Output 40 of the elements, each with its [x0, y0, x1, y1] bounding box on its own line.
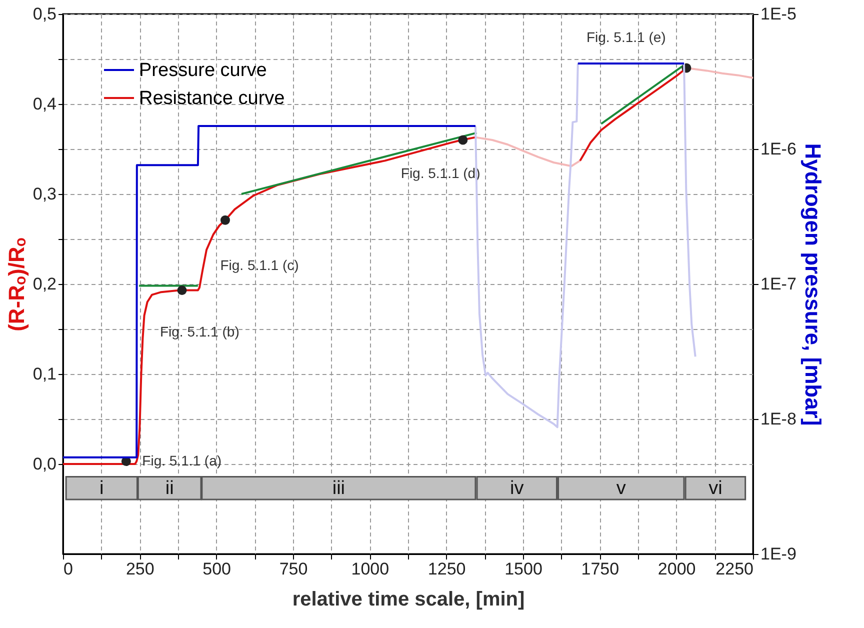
point: [458, 135, 468, 145]
annotation: Fig. 5.1.1 (c): [220, 257, 299, 274]
y-tick-label: 0,2: [32, 274, 56, 294]
band-label: i: [100, 478, 104, 500]
y2-tick-label: 1E-9: [760, 544, 796, 564]
y-axis-title: (R-Rₒ)/Rₒ: [4, 238, 29, 332]
x-axis-title: relative time scale, [min]: [292, 588, 525, 610]
annotation: Fig. 5.1.1 (d): [400, 165, 480, 181]
x-tick-label: 1500: [504, 560, 542, 578]
band-label: iii: [332, 478, 346, 500]
x-tick-label: 1750: [581, 560, 620, 578]
y-tick-label: 0,1: [32, 364, 56, 384]
x-tick-label: 750: [279, 560, 308, 578]
band-label: vi: [708, 478, 722, 500]
legend-label: Pressure curve: [139, 60, 267, 81]
y2-tick-label: 1E-7: [760, 274, 796, 294]
band-label: ii: [165, 478, 174, 500]
annotation: Fig. 5.1.1 (a): [142, 452, 222, 468]
x-tick-label: 1250: [428, 560, 466, 578]
y-tick-label: 0,0: [32, 454, 56, 474]
point: [177, 286, 187, 296]
y2-tick-label: 1E-8: [760, 410, 796, 428]
point: [220, 215, 230, 225]
y-tick-label: 0,3: [32, 184, 56, 204]
y2-axis-title: Hydrogen pressure, [mbar]: [800, 143, 826, 426]
x-tick-label: 0: [64, 560, 73, 578]
y2-tick-label: 1E-6: [760, 140, 796, 158]
x-tick-label: 250: [126, 560, 154, 578]
y-tick-label: 0,4: [32, 94, 56, 114]
x-tick-label: 1000: [351, 560, 390, 578]
legend-label: Resistance curve: [139, 88, 285, 109]
annotation: Fig. 5.1.1 (e): [586, 29, 666, 45]
y-tick-label: 0,5: [32, 4, 56, 24]
band-label: iv: [510, 478, 524, 500]
x-tick-label: 2250: [716, 560, 754, 578]
annotation: Fig. 5.1.1 (b): [160, 323, 240, 340]
x-tick-label: 2000: [658, 560, 696, 578]
y2-tick-label: 1E-5: [760, 4, 796, 24]
band-label: v: [616, 478, 626, 500]
x-tick-label: 500: [202, 560, 232, 578]
